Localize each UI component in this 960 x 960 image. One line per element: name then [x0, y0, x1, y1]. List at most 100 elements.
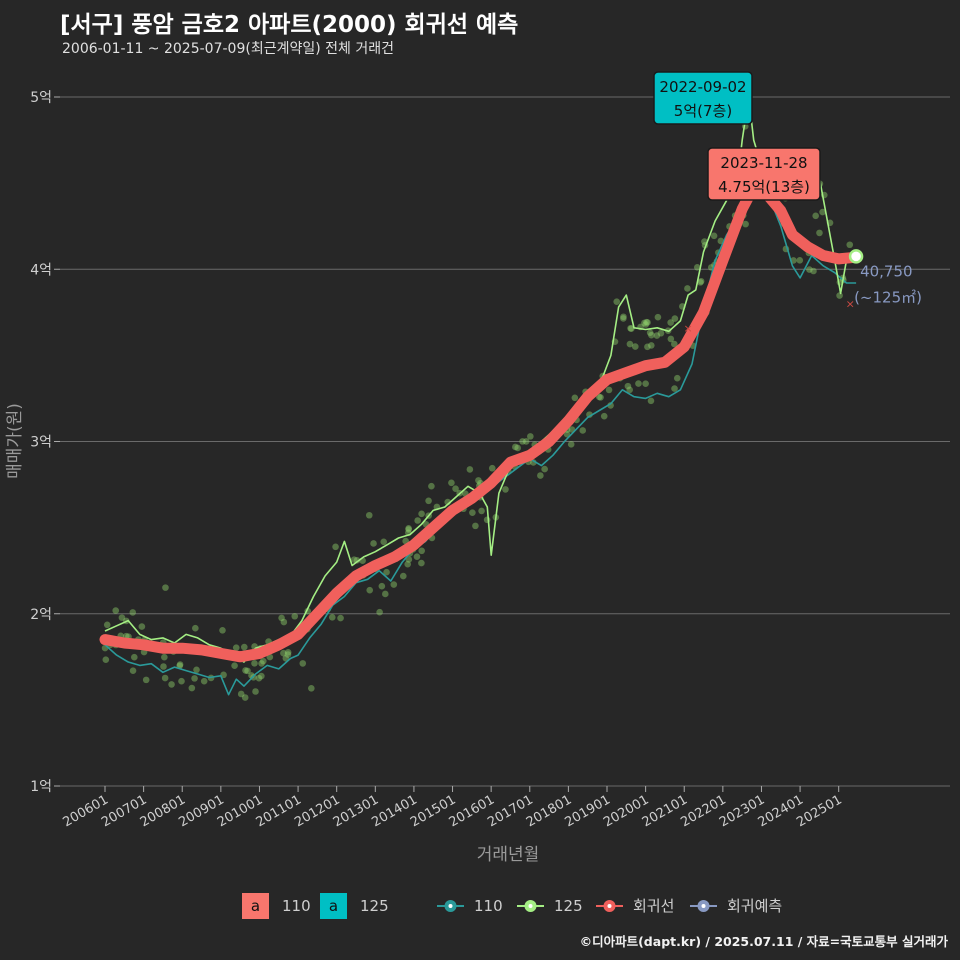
- transaction-point: [353, 557, 361, 564]
- transaction-point: [337, 614, 344, 622]
- y-tick-label: 3억: [30, 435, 52, 451]
- transaction-point: [710, 232, 718, 240]
- transaction-point: [527, 433, 534, 440]
- transaction-point: [796, 256, 804, 264]
- transaction-point: [635, 380, 642, 387]
- transaction-point: [284, 649, 292, 656]
- transaction-point: [231, 662, 238, 669]
- transaction-point: [399, 572, 407, 580]
- transaction-point: [472, 522, 479, 530]
- transaction-point: [607, 402, 614, 409]
- transaction-point: [522, 438, 530, 445]
- transaction-point: [836, 292, 843, 299]
- legend-line-label: 회귀예측: [727, 897, 782, 915]
- transaction-point: [308, 685, 315, 692]
- transaction-point: [291, 612, 299, 620]
- chart-subtitle: 2006-01-11 ~ 2025-07-09(최근계약일) 전체 거래건: [62, 41, 394, 57]
- source-caption: ©디아파트(dapt.kr) / 2025.07.11 / 자료=국토교통부 실…: [579, 934, 948, 949]
- cancel-marker: ×: [683, 322, 692, 335]
- x-axis-label: 거래년월: [477, 845, 540, 865]
- transaction-point: [255, 674, 263, 682]
- transaction-point: [244, 667, 251, 675]
- legend-line-label: 회귀선: [633, 897, 674, 915]
- transaction-point: [118, 614, 126, 621]
- transaction-point: [626, 386, 633, 394]
- transaction-point: [219, 627, 226, 634]
- transaction-point: [365, 511, 373, 519]
- transaction-point: [200, 677, 208, 685]
- transaction-point: [502, 486, 509, 493]
- transaction-point: [613, 298, 621, 305]
- transaction-point: [600, 412, 608, 420]
- transaction-point: [567, 441, 575, 448]
- transaction-point: [697, 279, 704, 286]
- transaction-point: [425, 497, 432, 505]
- prediction-value-label: 40,750: [860, 262, 913, 280]
- transaction-point: [571, 394, 579, 402]
- legend-area-label: 125: [360, 897, 389, 915]
- transaction-point: [258, 672, 265, 680]
- transaction-point: [810, 267, 817, 275]
- transaction-point: [624, 382, 632, 390]
- transaction-point: [328, 613, 336, 621]
- transaction-point: [643, 318, 650, 326]
- transaction-point: [667, 319, 674, 326]
- transaction-point: [816, 229, 823, 237]
- transaction-point: [654, 313, 662, 321]
- legend-line-label: 110: [474, 897, 503, 915]
- series-line-125: [104, 96, 857, 663]
- transaction-point: [519, 438, 526, 445]
- transaction-point: [376, 608, 383, 616]
- legend-area-swatch: [320, 893, 347, 919]
- transaction-point: [350, 556, 358, 564]
- transaction-point: [378, 582, 386, 590]
- transaction-point: [620, 315, 627, 322]
- transaction-point: [299, 660, 307, 667]
- series-regression-line: [99, 174, 862, 663]
- annotation-date: 2023-11-28: [720, 154, 807, 172]
- transaction-point: [161, 674, 169, 682]
- transaction-point: [514, 444, 521, 452]
- transaction-point: [405, 524, 412, 532]
- transaction-point: [641, 319, 648, 327]
- transaction-point: [466, 466, 474, 473]
- transaction-point: [102, 656, 110, 663]
- transaction-point: [232, 644, 240, 651]
- chart-title: [서구] 풍암 금호2 아파트(2000) 회귀선 예측: [60, 12, 519, 38]
- annotation-value: 4.75억(13층): [718, 178, 810, 196]
- transaction-point: [131, 653, 138, 661]
- transaction-point: [742, 220, 749, 228]
- y-tick-label: 5억: [30, 90, 52, 106]
- transaction-point: [448, 479, 455, 487]
- transaction-point: [646, 329, 654, 337]
- transaction-point: [671, 340, 678, 348]
- grid-layer: [60, 96, 950, 787]
- transaction-point: [188, 684, 196, 692]
- y-tick-label: 2억: [30, 607, 52, 623]
- transaction-point: [478, 507, 485, 515]
- transaction-point: [418, 547, 426, 555]
- transaction-point: [693, 264, 701, 271]
- transaction-point: [370, 540, 377, 547]
- transaction-point: [452, 485, 459, 493]
- transaction-point: [671, 385, 678, 392]
- transaction-point: [112, 607, 120, 614]
- transaction-point: [673, 374, 681, 382]
- transaction-point: [428, 482, 435, 490]
- transaction-point: [129, 609, 137, 616]
- transaction-point: [242, 667, 249, 674]
- transaction-point: [413, 553, 421, 561]
- transaction-point: [563, 430, 571, 438]
- transaction-point: [192, 624, 199, 632]
- annotation-value: 5억(7층): [674, 102, 732, 120]
- transaction-point: [846, 241, 854, 249]
- transaction-point: [647, 397, 655, 405]
- transaction-point: [366, 586, 374, 594]
- transaction-point: [806, 266, 813, 273]
- transaction-point: [684, 285, 691, 292]
- series-line-110: [104, 185, 857, 696]
- cancel-marker: ×: [846, 298, 855, 311]
- transaction-point: [414, 517, 421, 524]
- transaction-point: [644, 343, 651, 351]
